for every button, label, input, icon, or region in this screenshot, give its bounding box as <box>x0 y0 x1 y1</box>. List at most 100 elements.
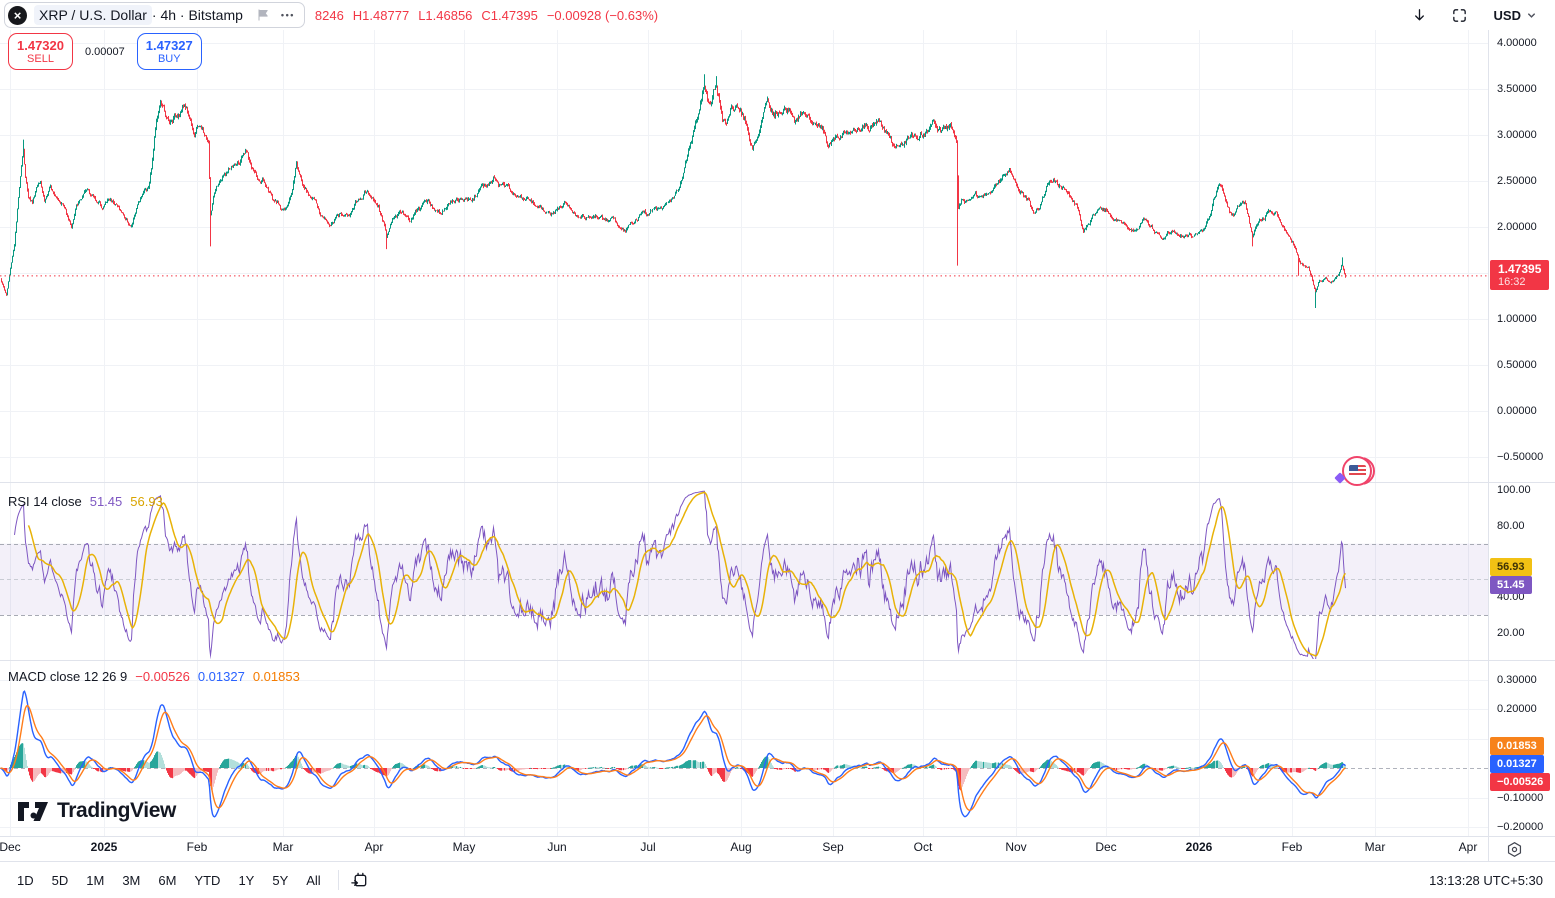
last-price-value: 1.47395 <box>1498 262 1542 277</box>
time-axis-label: 2026 <box>1185 840 1213 854</box>
axis-tick-label: −0.20000 <box>1497 821 1544 833</box>
time-axis-label: Nov <box>1005 840 1027 854</box>
time-axis-label: Feb <box>1281 840 1303 854</box>
scroll-to-recent-icon[interactable] <box>1408 3 1432 27</box>
time-axis-label: Mar <box>1364 840 1386 854</box>
range-button-1d[interactable]: 1D <box>17 872 34 888</box>
axis-tick-label: 40.00 <box>1497 591 1525 604</box>
topbar: × XRP / U.S. Dollar · 4h · Bitstamp ••• … <box>0 0 1555 30</box>
axis-tick-label: 0.20000 <box>1497 703 1537 715</box>
axis-tick-label: 3.50000 <box>1497 83 1537 95</box>
tradingview-brand-text: TradingView <box>57 799 176 822</box>
rsi-legend[interactable]: RSI 14 close 51.45 56.93 <box>8 494 163 509</box>
time-axis-label: Mar <box>272 840 294 854</box>
rsi-title: RSI 14 close <box>8 494 82 509</box>
range-button-1m[interactable]: 1M <box>86 872 105 888</box>
last-price-time: 16:32 <box>1498 276 1526 289</box>
axis-tick-label: 0.30000 <box>1497 673 1537 686</box>
tradingview-watermark[interactable]: TradingView <box>18 799 176 823</box>
macd-line-value: 0.01327 <box>197 669 245 684</box>
macd-line-badge: 0.01327 <box>1490 755 1544 773</box>
symbol-subtitle: · 4h · Bitstamp <box>151 7 243 23</box>
currency-dropdown[interactable]: USD <box>1488 5 1543 26</box>
range-selector: 1D 5D 1M 3M 6M YTD 1Y 5Y All <box>8 869 330 892</box>
buy-button[interactable]: 1.47327 BUY <box>136 33 202 70</box>
range-button-1y[interactable]: 1Y <box>238 872 255 888</box>
toolbar-separator <box>0 861 1555 862</box>
time-axis-separator <box>0 836 1555 837</box>
spread-value: 0.00007 <box>85 45 125 58</box>
time-axis-label: May <box>452 840 476 854</box>
rsi-ma-badge: 56.93 <box>1490 558 1532 576</box>
xrp-logo-icon: × <box>8 5 27 25</box>
trade-widget: 1.47320 SELL 0.00007 1.47327 BUY <box>8 33 202 70</box>
range-button-5d[interactable]: 5D <box>51 872 69 888</box>
axis-tick-label: 0.00000 <box>1497 405 1537 417</box>
macd-hist-badge: −0.00526 <box>1490 773 1551 791</box>
symbol-title[interactable]: XRP / U.S. Dollar <box>34 5 152 25</box>
us-flag-icon <box>1349 465 1366 477</box>
axis-tick-label: 2.00000 <box>1497 221 1537 233</box>
range-button-6m[interactable]: 6M <box>158 872 177 888</box>
currency-label: USD <box>1493 7 1521 23</box>
buy-label: BUY <box>157 52 181 65</box>
axis-tick-label: 2.50000 <box>1497 175 1537 187</box>
rsi-value-badge: 51.45 <box>1490 576 1532 594</box>
flag-icon[interactable] <box>256 8 270 22</box>
range-button-ytd[interactable]: YTD <box>194 872 221 888</box>
axis-tick-label: 100.00 <box>1497 484 1531 496</box>
sell-price: 1.47320 <box>17 37 64 53</box>
macd-title: MACD close 12 26 9 <box>8 669 128 684</box>
time-axis-label: Jun <box>547 840 567 854</box>
axis-tick-label: 20.00 <box>1497 627 1525 639</box>
range-button-3m[interactable]: 3M <box>122 872 141 888</box>
axis-tick-label: 4.00000 <box>1497 37 1537 49</box>
more-options-button[interactable]: ••• <box>280 10 295 20</box>
fullscreen-icon[interactable] <box>1448 3 1472 27</box>
time-axis-label: Jul <box>640 840 656 854</box>
time-axis-label: Feb <box>186 840 208 854</box>
settings-hexagon-icon[interactable] <box>1504 839 1524 859</box>
ohlc-high: H1.48777 <box>352 7 410 23</box>
bottom-toolbar: 1D 5D 1M 3M 6M YTD 1Y 5Y All 13:13:28 UTC+5:30 <box>0 862 1555 898</box>
range-button-all[interactable]: All <box>306 872 321 888</box>
toolbar-divider <box>337 870 339 890</box>
time-axis-label: Aug <box>730 840 752 854</box>
sell-button[interactable]: 1.47320 SELL <box>8 33 73 70</box>
go-to-date-button[interactable] <box>347 867 373 893</box>
rsi-value: 51.45 <box>89 494 123 509</box>
tradingview-logo-icon <box>18 801 48 821</box>
topbar-right: USD <box>1408 3 1555 27</box>
macd-signal-badge: 0.01853 <box>1490 737 1544 755</box>
macd-panel-separator[interactable] <box>0 660 1555 661</box>
axis-tick-label: −0.50000 <box>1497 451 1544 463</box>
time-axis-label: Apr <box>364 840 384 854</box>
buy-price: 1.47327 <box>145 37 193 53</box>
time-axis-label: 2025 <box>90 840 118 854</box>
time-axis-label: Apr <box>1458 840 1478 854</box>
rsi-ma-value: 56.93 <box>130 494 163 509</box>
sell-label: SELL <box>27 52 54 65</box>
time-axis-label: Dec <box>0 840 21 854</box>
range-button-5y[interactable]: 5Y <box>272 872 289 888</box>
axis-tick-label: −0.10000 <box>1497 791 1544 804</box>
last-price-badge: 1.47395 16:32 <box>1490 260 1550 291</box>
macd-signal-value: 0.01853 <box>252 669 300 684</box>
price-axis-border <box>1488 30 1489 862</box>
chevron-down-icon <box>1528 12 1535 18</box>
axis-tick-label: 1.00000 <box>1497 313 1537 325</box>
ohlc-low: L1.46856 <box>418 7 473 23</box>
rsi-panel-separator[interactable] <box>0 482 1555 483</box>
clock-utc[interactable]: 13:13:28 UTC+5:30 <box>1429 872 1543 888</box>
time-axis-label: Sep <box>822 840 844 854</box>
axis-tick-label: 80.00 <box>1497 519 1525 532</box>
symbol-pill[interactable]: × XRP / U.S. Dollar · 4h · Bitstamp ••• <box>4 2 305 28</box>
macd-hist-value: −0.00526 <box>135 669 190 684</box>
us-flag-event-icon[interactable] <box>1334 456 1375 488</box>
ohlc-legend: 8246 H1.48777 L1.46856 C1.47395 −0.00928… <box>315 8 658 23</box>
ohlc-open: 8246 <box>314 7 344 23</box>
macd-legend[interactable]: MACD close 12 26 9 −0.00526 0.01327 0.01… <box>8 669 300 684</box>
axis-tick-label: 3.00000 <box>1497 129 1537 141</box>
